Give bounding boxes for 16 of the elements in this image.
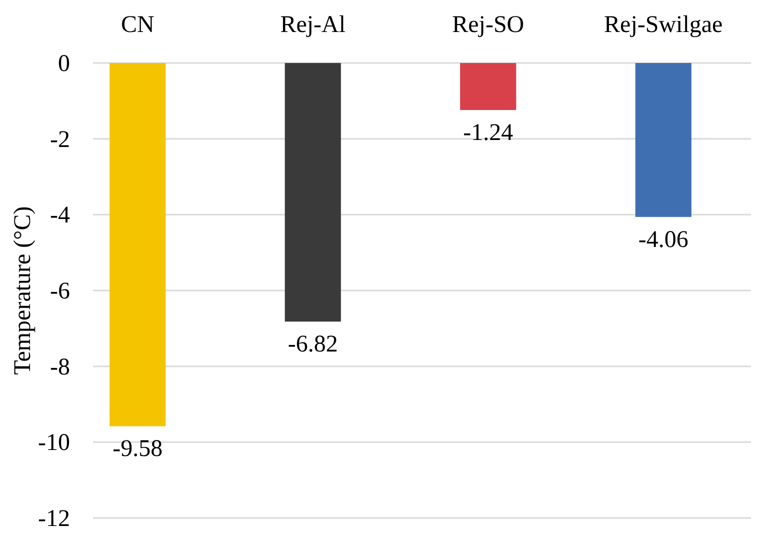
y-tick-label: -10 [38, 430, 70, 456]
y-tick-label: -6 [50, 278, 70, 304]
y-tick-label: -4 [50, 202, 70, 229]
x-tick-label: Rej-Al [280, 12, 346, 38]
data-label: -6.82 [288, 332, 338, 358]
y-tick-label: -2 [50, 126, 70, 153]
x-tick-label: Rej-SO [452, 12, 524, 38]
y-tick-label: -12 [38, 506, 70, 532]
data-label: -1.24 [463, 120, 514, 146]
data-label: -4.06 [638, 226, 688, 253]
y-tick-label: -8 [50, 354, 70, 380]
x-tick-label: Rej-Swilgae [604, 12, 723, 38]
y-tick-label: 0 [58, 51, 70, 77]
y-axis-title: Temperature (°C) [10, 206, 36, 375]
x-tick-label: CN [120, 12, 154, 38]
data-label: -9.58 [112, 436, 163, 462]
